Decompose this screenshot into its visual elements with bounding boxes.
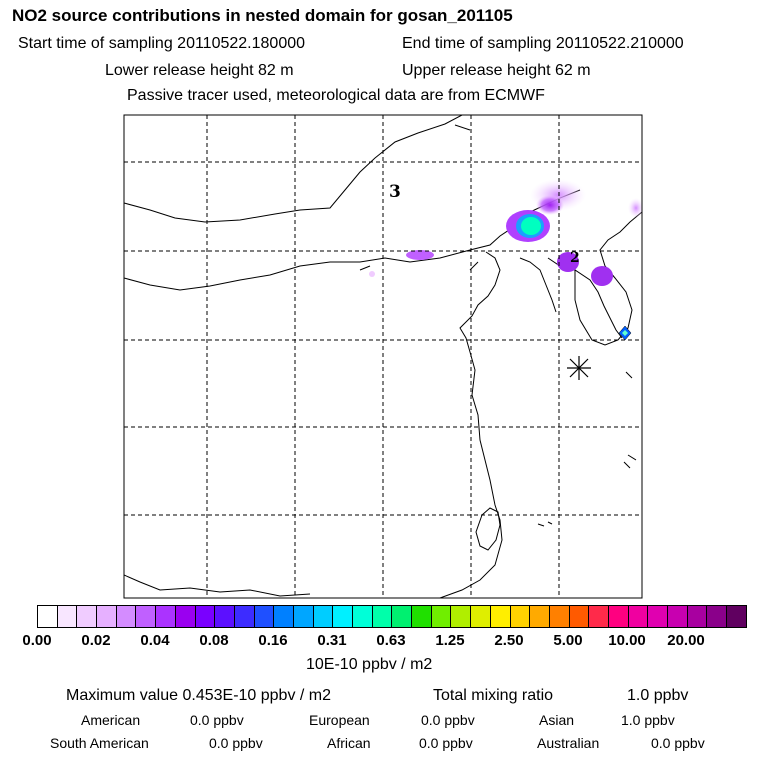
map-panel: 3 2 — [123, 114, 643, 599]
colorbar-segment — [116, 606, 137, 627]
graticule — [124, 115, 642, 598]
colorbar-segment — [77, 606, 98, 627]
colorbar-segment — [353, 606, 373, 627]
colorbar-segment — [727, 606, 746, 627]
colorbar-segment — [510, 606, 531, 627]
colorbar-units: 10E-10 ppbv / m2 — [306, 656, 433, 673]
colorbar-tick-label: 20.00 — [667, 632, 705, 649]
colorbar-segment — [569, 606, 590, 627]
lower-release-height: Lower release height 82 m — [105, 62, 294, 79]
concentration-field — [369, 179, 642, 341]
region-african-label: African — [327, 735, 371, 751]
figure-title: NO2 source contributions in nested domai… — [12, 6, 513, 25]
colorbar-segment — [175, 606, 196, 627]
colorbar — [37, 605, 747, 628]
region-south-american-value: 0.0 ppbv — [209, 735, 263, 751]
colorbar-segment — [215, 606, 235, 627]
colorbar-segment — [136, 606, 157, 627]
map-content: 3 2 — [124, 115, 642, 598]
colorbar-segment — [57, 606, 78, 627]
colorbar-tick-label: 0.16 — [258, 632, 288, 649]
tracer-note: Passive tracer used, meteorological data… — [127, 87, 545, 104]
colorbar-tick-label: 0.00 — [22, 632, 52, 649]
asterisk-marker — [567, 356, 591, 380]
colorbar-segment — [608, 606, 629, 627]
region-african-value: 0.0 ppbv — [419, 735, 473, 751]
max-value-text: Maximum value 0.453E-10 ppbv / m2 — [66, 687, 332, 704]
colorbar-tick-label: 0.02 — [81, 632, 111, 649]
region-south-american-label: South American — [50, 735, 149, 751]
colorbar-segment — [195, 606, 216, 627]
colorbar-segment — [668, 606, 688, 627]
colorbar-segment — [687, 606, 708, 627]
site-label-2: 2 — [570, 250, 580, 266]
total-mixing-value: 1.0 ppbv — [627, 687, 689, 704]
end-time: End time of sampling 20110522.210000 — [402, 35, 684, 52]
region-american-value: 0.0 ppbv — [190, 712, 244, 728]
colorbar-segment — [293, 606, 314, 627]
colorbar-segment — [38, 606, 58, 627]
colorbar-segment — [412, 606, 432, 627]
colorbar-tick-label: 0.31 — [317, 632, 347, 649]
colorbar-segment — [431, 606, 452, 627]
colorbar-segment — [451, 606, 472, 627]
colorbar-segment — [589, 606, 609, 627]
site-label-3: 3 — [389, 182, 401, 202]
colorbar-segment — [97, 606, 117, 627]
total-mixing-label: Total mixing ratio — [433, 687, 554, 704]
colorbar-segment — [707, 606, 728, 627]
colorbar-segment — [333, 606, 353, 627]
colorbar-tick-label: 0.04 — [140, 632, 170, 649]
colorbar-segment — [274, 606, 294, 627]
colorbar-segment — [471, 606, 491, 627]
colorbar-segment — [549, 606, 570, 627]
colorbar-segment — [648, 606, 668, 627]
colorbar-segment — [530, 606, 550, 627]
colorbar-segment — [156, 606, 176, 627]
colorbar-segment — [628, 606, 649, 627]
colorbar-tick-label: 0.08 — [199, 632, 229, 649]
colorbar-tick-label: 2.50 — [494, 632, 524, 649]
start-time: Start time of sampling 20110522.180000 — [18, 35, 306, 52]
colorbar-segment — [490, 606, 511, 627]
region-european-value: 0.0 ppbv — [421, 712, 475, 728]
region-asian-value: 1.0 ppbv — [621, 712, 675, 728]
colorbar-segment — [234, 606, 255, 627]
colorbar-tick-label: 5.00 — [553, 632, 583, 649]
region-australian-value: 0.0 ppbv — [651, 735, 705, 751]
region-american-label: American — [81, 712, 141, 728]
colorbar-segment — [313, 606, 334, 627]
colorbar-tick-label: 0.63 — [376, 632, 406, 649]
colorbar-tick-label: 10.00 — [608, 632, 646, 649]
maximum-value: Maximum value 0.453E-10 ppbv / m2 — [66, 687, 331, 705]
region-australian-label: Australian — [537, 735, 600, 751]
colorbar-segment — [392, 606, 413, 627]
colorbar-tick-label: 1.25 — [435, 632, 465, 649]
colorbar-segment — [254, 606, 275, 627]
colorbar-segment — [372, 606, 393, 627]
upper-release-height: Upper release height 62 m — [402, 62, 591, 79]
map-frame — [123, 114, 643, 599]
region-european-label: European — [309, 712, 370, 728]
region-asian-label: Asian — [539, 712, 575, 728]
